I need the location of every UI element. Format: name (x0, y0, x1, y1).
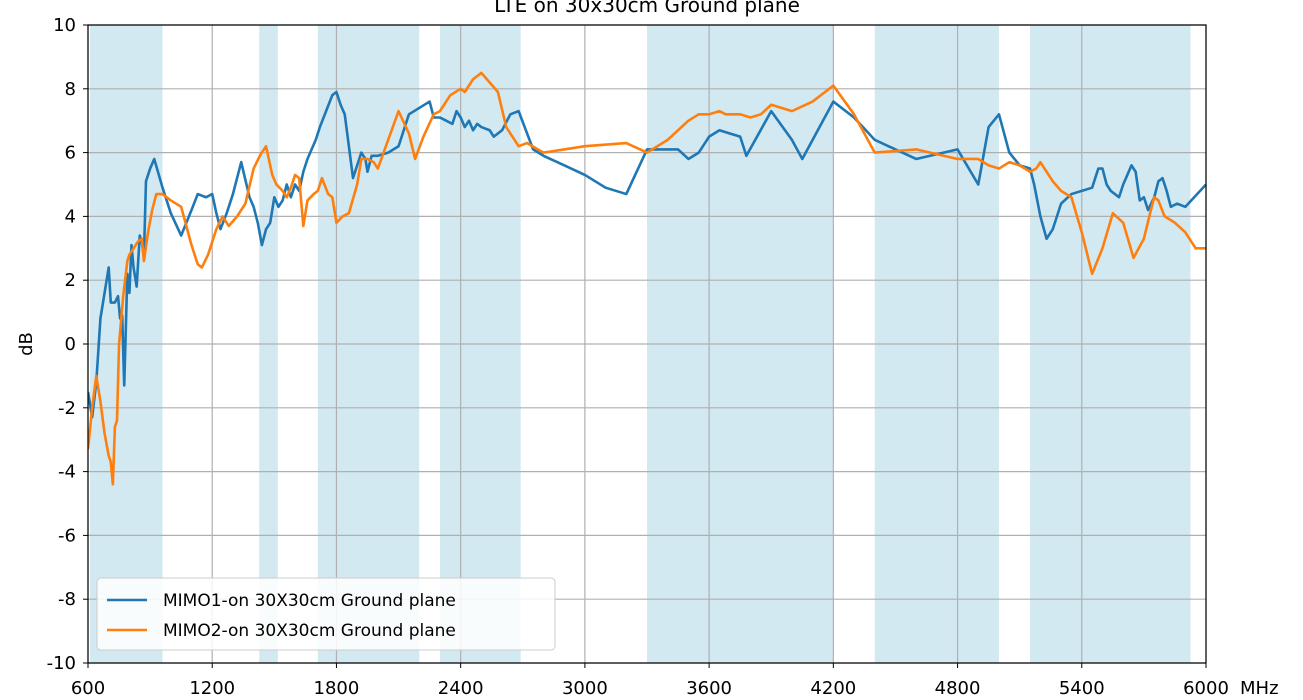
y-tick-label-10: -10 (47, 653, 76, 674)
y-tick-label-2: 6 (65, 143, 76, 164)
y-tick-label-1: 8 (65, 79, 76, 100)
legend-label-mimo2: MIMO2-on 30X30cm Ground plane (163, 621, 456, 641)
series-line-mimo1 (88, 90, 1206, 419)
x-tick-label-5: 3600 (686, 678, 732, 699)
x-tick-label-7: 4800 (935, 678, 981, 699)
y-tick-label-4: 2 (65, 270, 76, 291)
x-tick-label-2: 1800 (314, 678, 360, 699)
y-axis-label: dB (16, 332, 37, 356)
y-tick-label-5: 0 (65, 334, 76, 355)
axis-ticks: 600 1200 1800 2400 3000 3600 4200 4800 5400 6000 1… (47, 15, 1229, 699)
legend-label-mimo1: MIMO1-on 30X30cm Ground plane (163, 591, 456, 611)
x-tick-label-0: 600 (71, 678, 105, 699)
x-tick-label-1: 1200 (189, 678, 235, 699)
x-axis-unit: MHz (1240, 678, 1279, 699)
x-tick-label-8: 5400 (1059, 678, 1105, 699)
x-tick-label-6: 4200 (810, 678, 856, 699)
x-tick-label-9: 6000 (1183, 678, 1229, 699)
x-tick-label-3: 2400 (438, 678, 484, 699)
x-tick-label-4: 3000 (562, 678, 608, 699)
y-tick-label-7: -4 (58, 462, 76, 483)
series-lines (88, 71, 1206, 486)
y-tick-label-9: -8 (58, 589, 76, 610)
chart-title: LTE on 30x30cm Ground plane (494, 0, 800, 17)
y-tick-label-6: -2 (58, 398, 76, 419)
y-tick-label-3: 4 (65, 206, 76, 227)
legend-box (96, 577, 556, 651)
y-tick-label-8: -6 (58, 525, 76, 546)
y-tick-label-0: 10 (53, 15, 76, 36)
series-line-mimo2 (88, 71, 1206, 486)
legend: MIMO1-on 30X30cm Ground plane MIMO2-on 30… (96, 577, 556, 651)
